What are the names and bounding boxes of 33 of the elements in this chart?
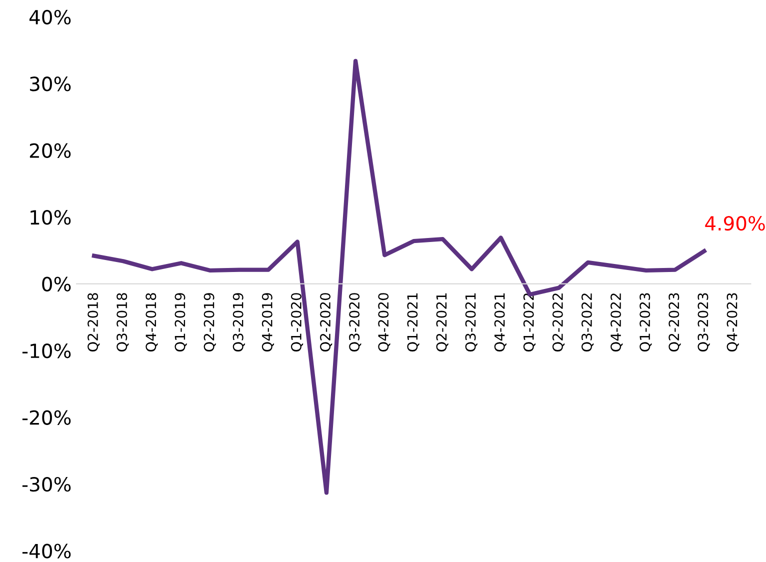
y-tick-label: 20% bbox=[30, 143, 71, 158]
x-tick-label: Q3-2022 bbox=[581, 294, 594, 352]
x-tick-label: Q3-2023 bbox=[698, 293, 710, 352]
y-tick-label: 40% bbox=[29, 10, 71, 25]
x-tick-label: Q3-2019 bbox=[232, 293, 245, 352]
x-tick-label: Q4-2023 bbox=[726, 293, 739, 352]
x-tick-label: Q1-2022 bbox=[523, 294, 536, 352]
y-tick-label: -40% bbox=[22, 544, 71, 558]
x-tick-label: Q1-2020 bbox=[290, 293, 304, 352]
x-tick-label: Q4-2019 bbox=[262, 293, 274, 352]
x-tick-label: Q2-2021 bbox=[436, 293, 448, 352]
y-tick-label: -10% bbox=[22, 344, 71, 358]
x-tick-label: Q4-2021 bbox=[494, 293, 506, 352]
x-tick-label: Q1-2021 bbox=[407, 293, 420, 352]
x-tick-label: Q2-2023 bbox=[668, 293, 681, 352]
x-tick-label: Q3-2020 bbox=[349, 293, 362, 352]
x-tick-label: Q4-2018 bbox=[146, 293, 158, 352]
y-tick-label: 0% bbox=[42, 276, 71, 292]
x-tick-label: Q4-2022 bbox=[610, 294, 623, 352]
x-tick-label: Q1-2019 bbox=[174, 293, 187, 352]
x-tick-label: Q3-2018 bbox=[116, 293, 129, 352]
x-tick-label: Q2-2022 bbox=[552, 294, 565, 352]
x-tick-label: Q2-2020 bbox=[320, 293, 332, 352]
x-tick-label: Q4-2020 bbox=[378, 293, 390, 352]
x-tick-label: Q1-2023 bbox=[640, 293, 652, 352]
annotation: 4.90% bbox=[705, 216, 765, 231]
y-tick-label: 30% bbox=[30, 76, 71, 92]
x-tick-label: Q3-2021 bbox=[465, 293, 478, 352]
y-tick-label: 10% bbox=[30, 210, 71, 225]
x-tick-label: Q2-2018 bbox=[88, 293, 100, 352]
y-tick-label: -20% bbox=[22, 410, 71, 425]
y-tick-label: -30% bbox=[22, 476, 71, 492]
x-tick-label: Q2-2019 bbox=[204, 293, 216, 352]
